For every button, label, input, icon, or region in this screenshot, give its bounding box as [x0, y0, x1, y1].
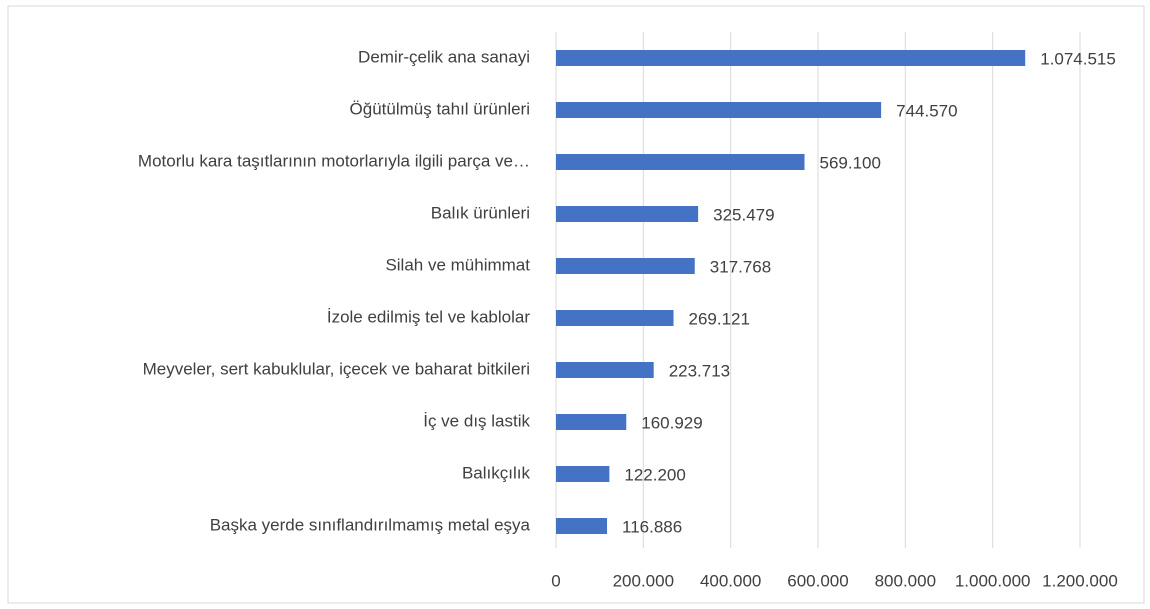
y-tick-label: İç ve dış lastik	[423, 411, 530, 430]
y-tick-label: Demir-çelik ana sanayi	[358, 47, 530, 66]
bar	[556, 414, 627, 430]
value-label: 569.100	[820, 153, 881, 172]
bar	[556, 102, 882, 118]
value-label: 325.479	[713, 205, 774, 224]
bar	[556, 206, 699, 222]
value-label: 1.074.515	[1040, 49, 1116, 68]
bar	[556, 310, 674, 326]
y-tick-label: Silah ve mühimmat	[385, 255, 530, 274]
x-tick-label: 200.000	[613, 571, 674, 590]
y-tick-label: Balıkçılık	[462, 463, 531, 482]
value-label: 317.768	[710, 257, 771, 276]
bar	[556, 518, 608, 534]
x-tick-label: 400.000	[700, 571, 761, 590]
x-tick-label: 0	[551, 571, 560, 590]
bar	[556, 258, 695, 274]
y-tick-label: Meyveler, sert kabuklular, içecek ve bah…	[143, 359, 530, 378]
y-tick-label: Başka yerde sınıflandırılmamış metal eşy…	[210, 515, 531, 534]
y-tick-label: Motorlu kara taşıtlarının motorlarıyla i…	[138, 151, 530, 170]
x-tick-label: 600.000	[787, 571, 848, 590]
value-label: 744.570	[896, 101, 957, 120]
value-label: 116.886	[622, 517, 682, 536]
bar	[556, 362, 654, 378]
x-tick-label: 1.200.000	[1042, 571, 1118, 590]
value-label: 122.200	[624, 465, 685, 484]
value-label: 269.121	[689, 309, 750, 328]
x-tick-label: 1.000.000	[955, 571, 1031, 590]
bar	[556, 466, 610, 482]
y-tick-label: Balık ürünleri	[431, 203, 530, 222]
bar	[556, 154, 805, 170]
y-tick-label: İzole edilmiş tel ve kablolar	[327, 307, 530, 326]
bar	[556, 50, 1026, 66]
value-label: 223.713	[669, 361, 730, 380]
value-label: 160.929	[641, 413, 702, 432]
x-tick-label: 800.000	[875, 571, 936, 590]
y-tick-label: Öğütülmüş tahıl ürünleri	[350, 99, 530, 118]
chart-border	[7, 5, 1145, 604]
